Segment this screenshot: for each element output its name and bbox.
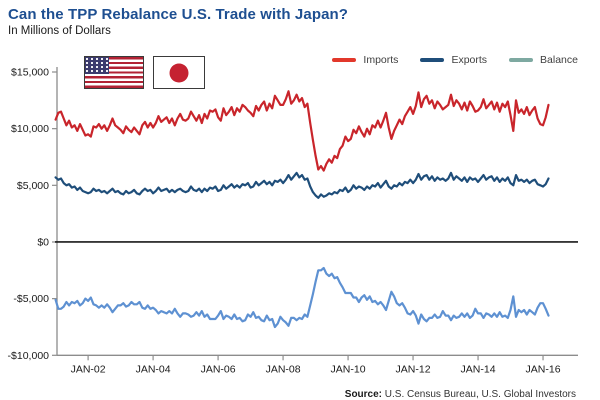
chart-subtitle: In Millions of Dollars bbox=[8, 25, 111, 37]
chart-legend: Imports Exports Balance bbox=[332, 54, 578, 66]
y-tick-label: -$10,000 bbox=[8, 350, 50, 362]
legend-item-imports: Imports bbox=[332, 54, 398, 66]
x-tick-label: JAN-12 bbox=[396, 363, 431, 375]
us-flag-canton bbox=[85, 57, 109, 74]
source-label: Source: bbox=[344, 389, 383, 400]
y-tick-label: $10,000 bbox=[11, 123, 49, 135]
y-tick-label: $15,000 bbox=[11, 67, 49, 79]
x-tick-label: JAN-06 bbox=[201, 363, 236, 375]
x-tick-label: JAN-16 bbox=[526, 363, 561, 375]
country-flags bbox=[84, 56, 205, 89]
legend-item-balance: Balance bbox=[509, 54, 578, 66]
y-tick-label: $0 bbox=[37, 236, 49, 248]
x-tick-label: JAN-04 bbox=[136, 363, 171, 375]
legend-label: Imports bbox=[363, 54, 399, 66]
source-text: U.S. Census Bureau, U.S. Global Investor… bbox=[382, 389, 576, 400]
balance-line-swatch-icon bbox=[509, 58, 534, 62]
japan-flag-disc bbox=[169, 63, 189, 82]
legend-item-exports: Exports bbox=[420, 54, 487, 66]
x-tick-label: JAN-14 bbox=[461, 363, 496, 375]
page-title: Can the TPP Rebalance U.S. Trade with Ja… bbox=[8, 6, 349, 23]
exports-line-swatch-icon bbox=[420, 58, 445, 62]
balance-line bbox=[54, 266, 550, 329]
japan-flag-icon bbox=[153, 56, 205, 89]
legend-label: Exports bbox=[451, 54, 488, 66]
legend-label: Balance bbox=[540, 54, 578, 66]
exports-line bbox=[54, 171, 550, 199]
x-tick-label: JAN-08 bbox=[266, 363, 301, 375]
y-tick-label: -$5,000 bbox=[13, 293, 49, 305]
source-note: Source: U.S. Census Bureau, U.S. Global … bbox=[345, 389, 576, 400]
x-tick-label: JAN-02 bbox=[71, 363, 106, 375]
us-flag-icon bbox=[84, 56, 144, 89]
y-tick-label: $5,000 bbox=[17, 180, 49, 192]
imports-line bbox=[54, 90, 550, 172]
imports-line-swatch-icon bbox=[332, 58, 357, 62]
x-tick-label: JAN-10 bbox=[331, 363, 366, 375]
